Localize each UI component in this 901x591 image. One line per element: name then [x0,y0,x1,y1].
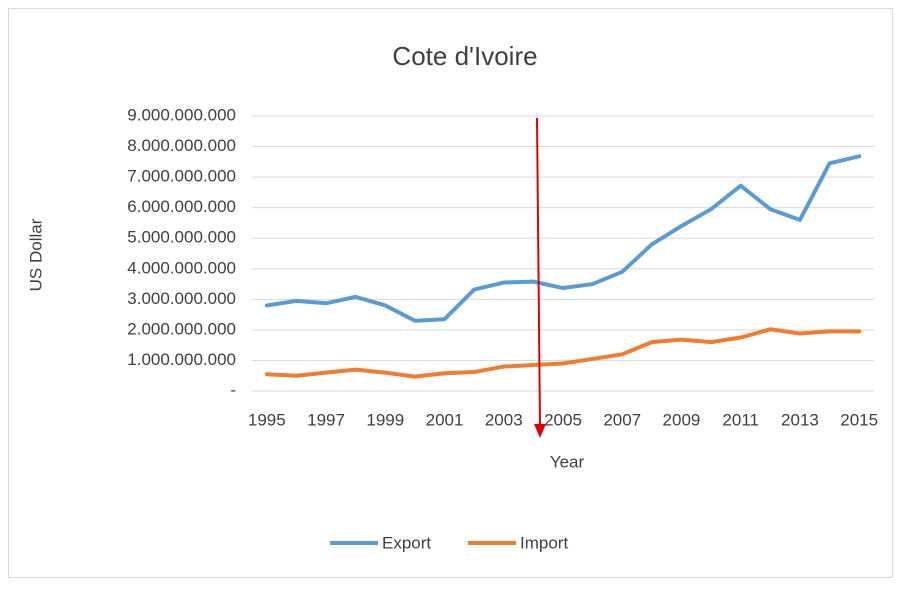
x-tick-label: 1997 [307,410,345,429]
y-tick-label: - [230,380,236,399]
x-tick-label: 2015 [840,410,878,429]
x-tick-label: 2007 [603,410,641,429]
y-tick-label: 6.000.000.000 [127,197,236,216]
y-tick-label: 8.000.000.000 [127,136,236,155]
x-tick-label: 1999 [366,410,404,429]
y-tick-label: 2.000.000.000 [127,319,236,338]
y-tick-label: 9.000.000.000 [127,105,236,124]
y-tick-label: 1.000.000.000 [127,350,236,369]
y-tick-label: 3.000.000.000 [127,289,236,308]
x-tick-label: 2011 [722,410,759,429]
chart-border [8,8,893,578]
x-tick-label: 2005 [544,410,582,429]
series-line [264,154,862,323]
y-tick-label: 7.000.000.000 [127,167,236,186]
annotation-arrowhead [534,424,546,438]
x-tick-label: 2003 [485,410,523,429]
series-line [264,327,862,379]
annotation-arrow [536,117,541,427]
y-tick-label: 5.000.000.000 [127,228,236,247]
x-tick-label: 1995 [248,410,286,429]
x-tick-label: 2013 [781,410,819,429]
x-axis-label: Year [550,452,585,471]
y-axis-label: US Dollar [26,218,45,291]
chart-title: Cote d'Ivoire [392,41,537,71]
legend-label: Export [382,533,431,552]
legend-label: Import [520,533,568,552]
x-tick-label: 2009 [663,410,701,429]
x-tick-label: 2001 [426,410,464,429]
y-tick-label: 4.000.000.000 [127,258,236,277]
plot-area: - 1.000.000.000 2.000.000.000 3.000.000.000… [127,105,878,552]
